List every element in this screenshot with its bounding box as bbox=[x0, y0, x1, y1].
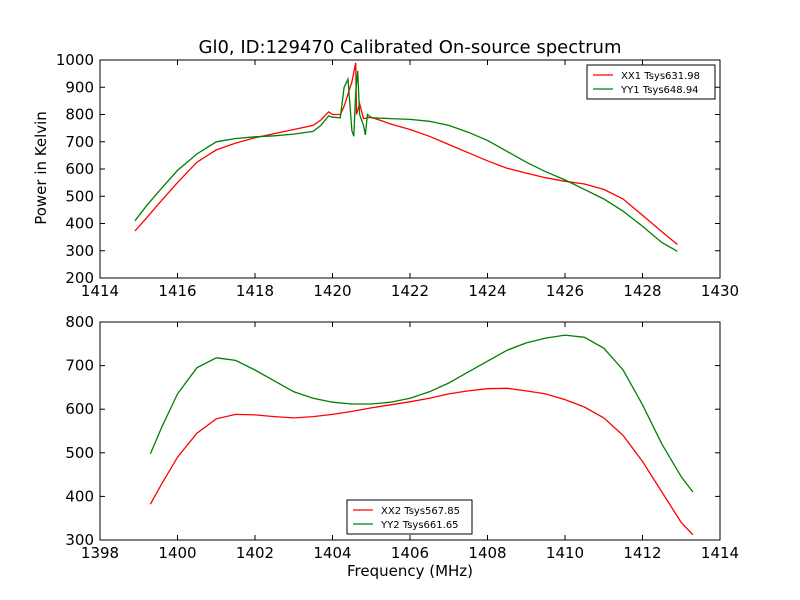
y-tick-label: 200 bbox=[65, 269, 94, 287]
x-tick-label: 1416 bbox=[158, 282, 196, 300]
x-tick-label: 1418 bbox=[236, 282, 274, 300]
top-plot-area: 1414 1416 1418 1420 1422 1424 1426 1428 1430 200 3… bbox=[56, 51, 739, 300]
x-tick-label: 1402 bbox=[236, 544, 274, 562]
legend-label-1: XX1 Tsys631.98 bbox=[621, 71, 700, 82]
y-tick-label: 1000 bbox=[56, 51, 94, 69]
legend: XX1 Tsys631.98 YY1 Tsys648.94 bbox=[586, 64, 716, 100]
y-tick-label: 600 bbox=[65, 400, 94, 418]
chart-title: Gl0, ID:129470 Calibrated On-source spec… bbox=[199, 37, 622, 58]
legend: XX2 Tsys567.85 YY2 Tsys661.65 bbox=[346, 499, 473, 535]
x-tick-label: 1398 bbox=[81, 544, 119, 562]
x-tick-label: 1406 bbox=[391, 544, 429, 562]
y-tick-label: 800 bbox=[65, 313, 94, 331]
bottom-x-axis-label: Frequency (MHz) bbox=[347, 562, 473, 580]
bottom-plot-area: 1398 1400 1402 1404 1406 1408 1410 1412 1414 300 4… bbox=[65, 313, 739, 562]
legend-label-1: XX2 Tsys567.85 bbox=[381, 506, 460, 517]
y-tick-label: 700 bbox=[65, 357, 94, 375]
y-tick-label: 700 bbox=[65, 133, 94, 151]
bottom-panel: Frequency (MHz) 1398 1400 1402 1404 1406 1408… bbox=[65, 313, 739, 580]
y-tick-label: 400 bbox=[65, 215, 94, 233]
top-panel: Gl0, ID:129470 Calibrated On-source spec… bbox=[32, 37, 739, 300]
x-tick-label: 1430 bbox=[701, 282, 739, 300]
x-tick-label: 1412 bbox=[623, 544, 661, 562]
y-tick-label: 800 bbox=[65, 106, 94, 124]
legend-label-2: YY2 Tsys661.65 bbox=[380, 520, 459, 531]
top-y-axis-label: Power in Kelvin bbox=[32, 111, 50, 225]
x-tick-label: 1400 bbox=[158, 544, 196, 562]
x-tick-label: 1408 bbox=[468, 544, 506, 562]
x-tick-label: 1426 bbox=[546, 282, 584, 300]
series-line-1 bbox=[149, 387, 694, 536]
x-tick-label: 1428 bbox=[623, 282, 661, 300]
x-tick-label: 1420 bbox=[313, 282, 351, 300]
x-tick-label: 1414 bbox=[81, 282, 119, 300]
series-line-2 bbox=[149, 334, 694, 493]
series-line-1 bbox=[134, 62, 678, 246]
legend-box bbox=[586, 64, 716, 100]
x-tick-label: 1422 bbox=[391, 282, 429, 300]
y-tick-label: 300 bbox=[65, 242, 94, 260]
legend-label-2: YY1 Tsys648.94 bbox=[620, 85, 699, 96]
y-tick-label: 300 bbox=[65, 531, 94, 549]
y-tick-label: 600 bbox=[65, 160, 94, 178]
y-tick-label: 500 bbox=[65, 444, 94, 462]
legend-box bbox=[346, 499, 473, 535]
x-tick-label: 1404 bbox=[313, 544, 351, 562]
x-tick-label: 1424 bbox=[468, 282, 506, 300]
y-tick-label: 400 bbox=[65, 487, 94, 505]
y-tick-label: 500 bbox=[65, 187, 94, 205]
x-tick-label: 1414 bbox=[701, 544, 739, 562]
y-tick-label: 900 bbox=[65, 78, 94, 96]
series-line-2 bbox=[134, 70, 678, 252]
x-tick-label: 1410 bbox=[546, 544, 584, 562]
